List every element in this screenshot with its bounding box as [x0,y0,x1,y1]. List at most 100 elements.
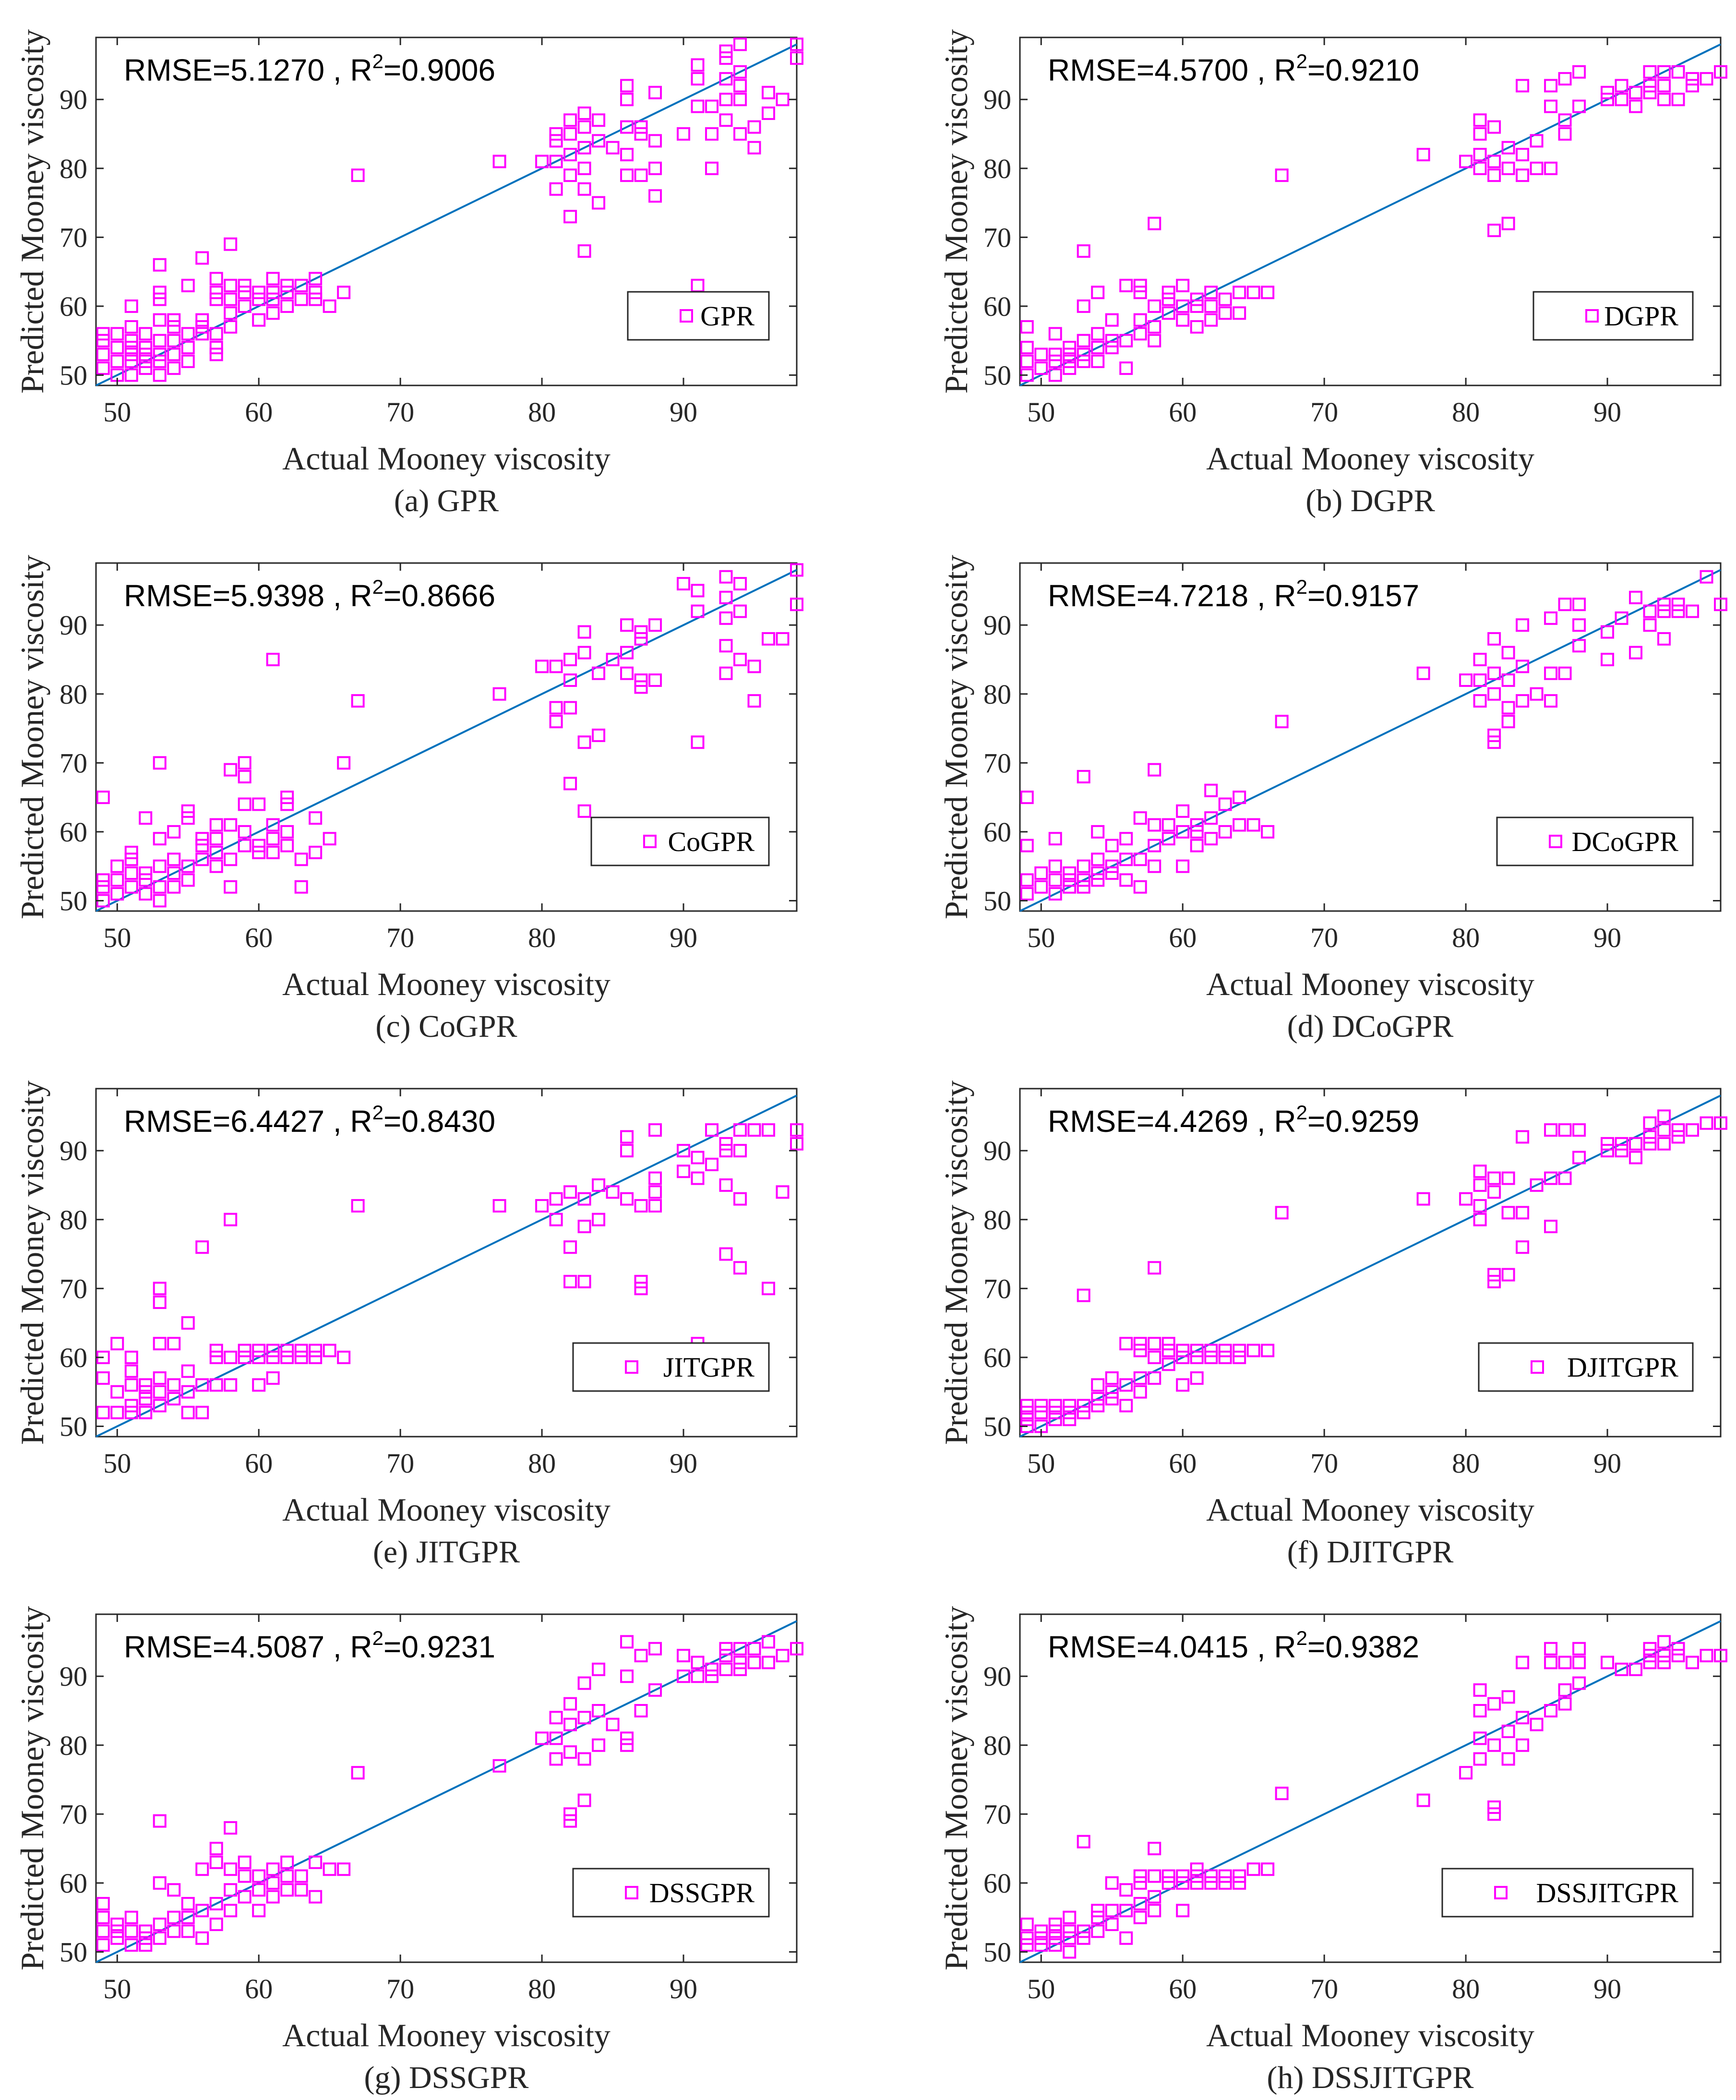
data-point [648,618,662,632]
y-axis-label: Predicted Mooney viscosity [14,1606,50,1970]
data-point [1558,1697,1572,1711]
axes-box [95,562,798,912]
data-point [1473,161,1487,175]
axes-box [1019,1088,1722,1438]
data-point [577,735,591,749]
data-point [153,258,167,272]
data-point [1530,134,1544,148]
data-point [181,873,195,887]
data-point [1714,598,1727,612]
x-tick-label: 50 [103,1448,131,1479]
data-point [1148,320,1161,334]
data-point [648,1683,662,1697]
data-point [124,845,138,859]
data-point [719,1178,733,1192]
data-point [1487,1274,1501,1288]
data-point [648,189,662,203]
data-point [266,1862,280,1876]
data-point [1077,1405,1090,1419]
data-point [577,804,591,818]
data-point [209,845,223,859]
r2-value: =0.9231 [383,1630,495,1664]
data-point [1643,1642,1657,1656]
legend-box [627,291,770,341]
rmse-value: RMSE=5.1270 , [124,53,350,87]
data-point [563,113,577,127]
data-point [1020,839,1034,852]
data-point [535,1199,549,1213]
data-point [1572,65,1586,79]
data-point [153,1337,167,1351]
y-axis-label: Predicted Mooney viscosity [14,29,50,394]
data-point [549,155,563,168]
x-tick-label: 90 [1593,922,1621,953]
y-tick-label: 60 [60,1342,87,1373]
legend-label: DSSGPR [649,1877,755,1908]
data-point [790,37,803,51]
data-point [733,577,747,591]
x-tick-label: 60 [245,1973,273,2004]
data-point [1657,1649,1671,1663]
data-point [1119,1883,1133,1897]
data-point [790,563,803,577]
data-point [1572,1151,1586,1164]
data-point [577,1793,591,1807]
data-point [1643,85,1657,99]
data-point [110,873,124,887]
data-point [1161,1337,1175,1351]
data-point [563,1745,577,1759]
legend-marker [1531,1360,1544,1374]
data-point [733,604,747,618]
data-point [110,859,124,873]
data-point [1161,286,1175,300]
y-tick-label: 70 [983,1273,1011,1304]
data-point [1119,1904,1133,1918]
data-point [238,1344,251,1357]
data-point [1148,1869,1161,1883]
data-point [634,168,648,182]
data-point [620,1669,634,1683]
data-point [224,320,238,334]
x-axis-label: Actual Mooney viscosity [1206,440,1534,477]
data-point [153,1931,167,1945]
data-point [181,859,195,873]
data-point [733,65,747,79]
data-point [677,577,691,591]
data-point [252,1350,266,1364]
data-point [563,1717,577,1731]
data-point [691,604,705,618]
data-point [1501,646,1515,660]
data-point [209,1855,223,1869]
data-point [1544,1171,1558,1185]
data-point [1700,72,1713,86]
data-point [577,1711,591,1725]
y-axis-label: Predicted Mooney viscosity [938,555,974,919]
data-point [563,127,577,141]
x-tick-label: 60 [1169,396,1197,428]
data-point [252,1904,266,1918]
data-point [1487,155,1501,168]
data-point [309,845,323,859]
data-point [620,618,634,632]
data-point [1487,168,1501,182]
legend-marker [680,309,693,323]
panel-caption: (b) DGPR [1305,483,1435,518]
y-axis-label: Predicted Mooney viscosity [938,29,974,394]
data-point [1190,1862,1204,1876]
legend-marker [1585,309,1599,323]
data-point [492,1199,506,1213]
data-point [1091,341,1105,355]
data-point [1048,873,1062,887]
data-point [209,832,223,846]
data-point [1133,286,1147,300]
rmse-value: RMSE=5.9398 , [124,578,350,613]
data-point [1671,1649,1685,1663]
data-point [96,327,110,341]
data-point [691,72,705,86]
data-point [1204,783,1218,797]
data-point [1218,797,1232,811]
data-point [1077,1924,1090,1938]
data-point [1063,1945,1077,1959]
legend-box [1441,1868,1694,1918]
data-point [238,797,251,811]
